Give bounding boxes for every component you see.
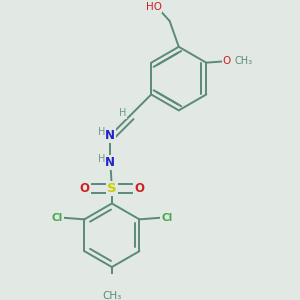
- Text: CH₃: CH₃: [234, 56, 253, 66]
- Text: H: H: [98, 127, 106, 137]
- Text: Cl: Cl: [52, 213, 63, 223]
- Text: H: H: [98, 154, 106, 164]
- Text: O: O: [134, 182, 144, 195]
- Text: Cl: Cl: [161, 213, 172, 223]
- Text: HO: HO: [146, 2, 162, 12]
- Text: O: O: [223, 56, 231, 66]
- Text: N: N: [105, 156, 116, 169]
- Text: H: H: [119, 108, 126, 118]
- Text: N: N: [105, 129, 116, 142]
- Text: O: O: [80, 182, 90, 195]
- Text: CH₃: CH₃: [102, 291, 122, 300]
- Text: S: S: [107, 182, 117, 195]
